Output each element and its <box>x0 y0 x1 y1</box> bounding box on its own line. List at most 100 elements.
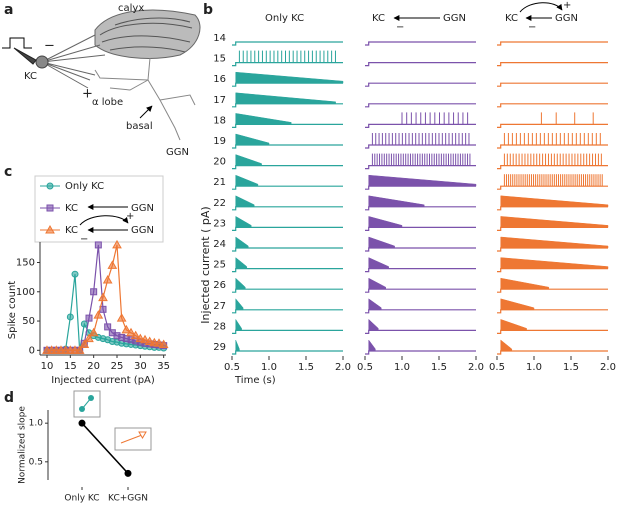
x-tick-label: 1.5 <box>431 362 447 373</box>
sign: − <box>80 234 88 245</box>
trace <box>232 309 343 314</box>
trace <box>232 123 343 128</box>
header-label: KC <box>505 13 518 24</box>
trace-band <box>235 154 262 166</box>
legend-label: GGN <box>131 225 154 236</box>
marker <box>98 292 108 302</box>
marker <box>85 314 93 322</box>
trace <box>365 226 476 231</box>
x-tick-label: Only KC <box>64 494 99 504</box>
x-tick-label: 35 <box>157 361 170 372</box>
marker <box>104 323 112 331</box>
trace <box>232 144 343 149</box>
trace-band <box>235 174 259 187</box>
x-tick-label: 15 <box>64 361 77 372</box>
trace-band <box>235 298 244 311</box>
trace <box>232 350 343 355</box>
marker <box>121 324 132 334</box>
trace <box>497 103 608 108</box>
y-axis-label: Normalized slope <box>18 406 28 484</box>
trace <box>365 62 476 67</box>
trace-band <box>500 319 527 331</box>
trace-band <box>500 277 550 290</box>
panel-label: d <box>4 390 14 406</box>
trace <box>497 62 608 67</box>
row-label: 24 <box>213 239 226 250</box>
row-label: 28 <box>213 321 226 332</box>
x-tick-label: 30 <box>134 361 147 372</box>
trace-band <box>368 195 425 208</box>
trace <box>365 309 476 314</box>
trace-band <box>500 339 513 352</box>
trace <box>365 288 476 293</box>
sign: + <box>563 0 571 11</box>
x-tick-label: 2.0 <box>335 362 351 373</box>
trace <box>497 185 608 190</box>
trace <box>497 268 608 273</box>
trace <box>497 288 608 293</box>
trace <box>365 165 476 170</box>
header-label: KC <box>372 13 385 24</box>
neuron-diagram <box>2 9 201 141</box>
trace <box>365 41 476 46</box>
label: calyx <box>118 3 144 14</box>
y-tick-label: 1.0 <box>29 419 44 429</box>
row-label: 20 <box>213 157 226 168</box>
trace <box>497 144 608 149</box>
marker <box>66 313 74 321</box>
trace <box>365 268 476 273</box>
row-label: 23 <box>213 218 226 229</box>
trace <box>365 247 476 252</box>
x-tick-label: 0.5 <box>224 362 240 373</box>
y-tick-label: 50 <box>22 316 35 327</box>
panel-label: b <box>203 2 213 18</box>
row-label: 19 <box>213 136 226 147</box>
row-label: 21 <box>213 177 226 188</box>
x-tick-label: 2.0 <box>468 362 484 373</box>
trace-band <box>235 318 242 331</box>
x-tick-label: 20 <box>87 361 100 372</box>
legend-label: Only KC <box>65 181 104 192</box>
trace <box>365 123 476 128</box>
trace <box>497 226 608 231</box>
trace <box>497 350 608 355</box>
trace <box>365 103 476 108</box>
inset <box>73 390 152 451</box>
legend-label: GGN <box>131 203 154 214</box>
arrow <box>519 2 563 13</box>
row-label: 26 <box>213 280 226 291</box>
trace-band <box>500 298 535 311</box>
marker <box>46 182 54 190</box>
column-title: Only KC <box>265 13 304 24</box>
row-label: 16 <box>213 74 226 85</box>
trace <box>497 247 608 252</box>
trace <box>232 41 343 46</box>
trace-band <box>235 71 344 84</box>
trace-band <box>368 277 386 290</box>
trace <box>232 329 343 334</box>
label: − <box>44 39 55 54</box>
trace <box>365 185 476 190</box>
row-label: 18 <box>213 115 226 126</box>
y-tick-label: 150 <box>16 257 35 268</box>
label: basal <box>126 121 153 132</box>
y-tick-label: 0 <box>29 345 35 356</box>
x-tick-label: 1.0 <box>526 362 542 373</box>
trace-band <box>500 257 609 269</box>
trace-band <box>368 318 379 331</box>
marker <box>88 327 99 337</box>
marker <box>158 339 169 348</box>
legend-label: KC <box>65 203 78 214</box>
marker <box>126 327 136 337</box>
x-tick-label: 0.5 <box>489 362 505 373</box>
y-axis-label: Spike count <box>7 281 18 340</box>
x-axis-label: Time (s) <box>234 375 276 386</box>
marker <box>90 288 98 296</box>
label: α lobe <box>92 97 123 108</box>
trace <box>365 329 476 334</box>
x-axis-label: Injected current (pA) <box>51 375 155 386</box>
trace <box>497 309 608 314</box>
trace <box>497 82 608 87</box>
